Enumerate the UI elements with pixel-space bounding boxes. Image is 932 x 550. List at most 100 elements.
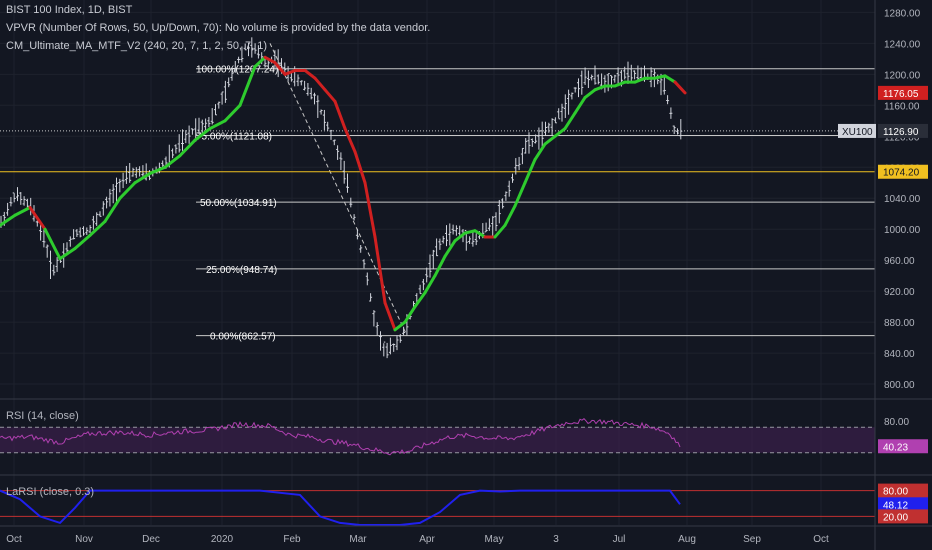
fib-trend-line (269, 43, 408, 336)
ma-segment (353, 150, 367, 185)
larsi-badge: 80.00 (883, 487, 908, 498)
time-axis-label: Jul (613, 534, 626, 545)
fibonacci-levels: 100.00%(1207.24) 75.00%(1121.08) 50.00%(10… (0, 43, 875, 343)
ma-segment (88, 219, 107, 237)
ma-segment (273, 61, 287, 76)
fib-level-label: 75.00%(1121.08) (196, 131, 272, 142)
ma-segment (58, 247, 77, 261)
ma-segment (283, 68, 297, 76)
ma-segment (443, 239, 457, 258)
ma-segment (223, 103, 242, 123)
ma-segment (253, 55, 267, 69)
vpvr-indicator-legend: VPVR (Number Of Rows, 50, Up/Down, 70): … (6, 22, 431, 34)
ma-segment (333, 99, 347, 131)
time-axis-label: Oct (813, 534, 829, 545)
rsi-pane (0, 418, 875, 456)
symbol-tag: XU100 (842, 127, 873, 138)
price-axis-label: 1280.00 (884, 8, 921, 19)
ma-segment (148, 165, 167, 175)
ma-segment (583, 88, 597, 100)
time-axis-label: Aug (678, 534, 696, 545)
price-axis-label: 880.00 (884, 318, 915, 329)
time-axis-label: Sep (743, 534, 761, 545)
price-axis-label: 840.00 (884, 349, 915, 360)
ma-segment (493, 223, 507, 239)
time-axis-label: Apr (419, 534, 435, 545)
ma-segment (238, 65, 257, 107)
ma-segment (503, 204, 517, 227)
ma-segment (343, 127, 357, 154)
ma-segment (73, 233, 92, 251)
level-badge-bg (878, 164, 928, 179)
ma-segment (208, 119, 227, 131)
price-axis-label: 800.00 (884, 380, 915, 391)
ma-value-badge-bg (878, 85, 928, 100)
ma-segment (523, 158, 537, 185)
ma-segment (573, 96, 587, 115)
ma-segment (553, 127, 567, 138)
rsi-value-badge: 40.23 (883, 442, 908, 453)
price-axis-label: 1040.00 (884, 194, 921, 205)
ma-segment (263, 55, 277, 65)
ma-segment (133, 171, 152, 185)
ma-segment (118, 181, 137, 200)
ma-indicator-legend: CM_Ultimate_MA_MTF_V2 (240, 20, 7, 1, 2,… (6, 40, 268, 52)
price-badges: 1176.05 1126.90 1074.20 XU100 40.23 80.00 48.1… (838, 85, 928, 524)
larsi-badge: 20.00 (883, 512, 908, 523)
time-axis-label: Feb (283, 534, 301, 545)
ma-segment (13, 206, 32, 217)
last-price-badge: 1126.90 (883, 127, 919, 138)
ma-segment (653, 74, 667, 80)
price-axis-label: 1200.00 (884, 70, 921, 81)
rsi-band (0, 427, 875, 453)
ma-segment (633, 76, 647, 84)
price-axis-label: 1240.00 (884, 39, 921, 50)
ma-segment (383, 301, 397, 332)
ma-segment (513, 181, 527, 208)
price-axis-label: 920.00 (884, 287, 915, 298)
ma-segment (303, 68, 317, 80)
price-axis-label: 1000.00 (884, 225, 921, 236)
time-axis-label: Oct (6, 534, 22, 545)
ma-segment (403, 305, 417, 324)
ma-segment (363, 181, 377, 239)
moving-average-line (0, 55, 687, 332)
ma-segment (393, 320, 407, 332)
rsi-axis-label: 80.00 (884, 417, 909, 428)
ma-segment (533, 142, 547, 162)
ma-value-badge: 1176.05 (883, 89, 919, 100)
time-axis-label: Mar (349, 534, 367, 545)
ma-segment (563, 111, 577, 131)
time-axis-label: 2020 (211, 534, 234, 545)
time-axis-label: May (485, 534, 504, 545)
larsi-badge-bg (878, 509, 928, 524)
ma-segment (373, 235, 387, 305)
ma-segment (463, 229, 477, 235)
ma-segment (543, 134, 557, 146)
level-badge: 1074.20 (883, 168, 920, 179)
time-axis-label: Nov (75, 534, 93, 545)
price-axis-label: 1160.00 (884, 101, 920, 112)
larsi-badge: 48.12 (883, 500, 908, 511)
rsi-pane-label: RSI (14, close) (6, 410, 79, 422)
price-axis-label: 960.00 (884, 256, 915, 267)
ma-segment (193, 127, 212, 142)
ma-segment (453, 231, 467, 243)
rsi-value-badge-bg (878, 439, 928, 454)
ma-segment (413, 291, 427, 309)
fib-level-label: 25.00%(948.74) (206, 265, 277, 276)
fib-level-label: 100.00%(1207.24) (196, 65, 278, 76)
chart-symbol-title: BIST 100 Index, 1D, BIST (6, 4, 133, 16)
ma-segment (673, 80, 687, 95)
ma-segment (593, 84, 607, 92)
ma-segment (433, 254, 447, 278)
larsi-badge-bg (878, 497, 928, 512)
time-axis-label: 3 (553, 534, 559, 545)
ma-segment (663, 74, 677, 84)
ma-segment (163, 154, 182, 169)
fib-level-label: 50.00%(1034.91) (200, 198, 277, 209)
ma-segment (313, 76, 327, 92)
ma-segment (613, 80, 627, 88)
